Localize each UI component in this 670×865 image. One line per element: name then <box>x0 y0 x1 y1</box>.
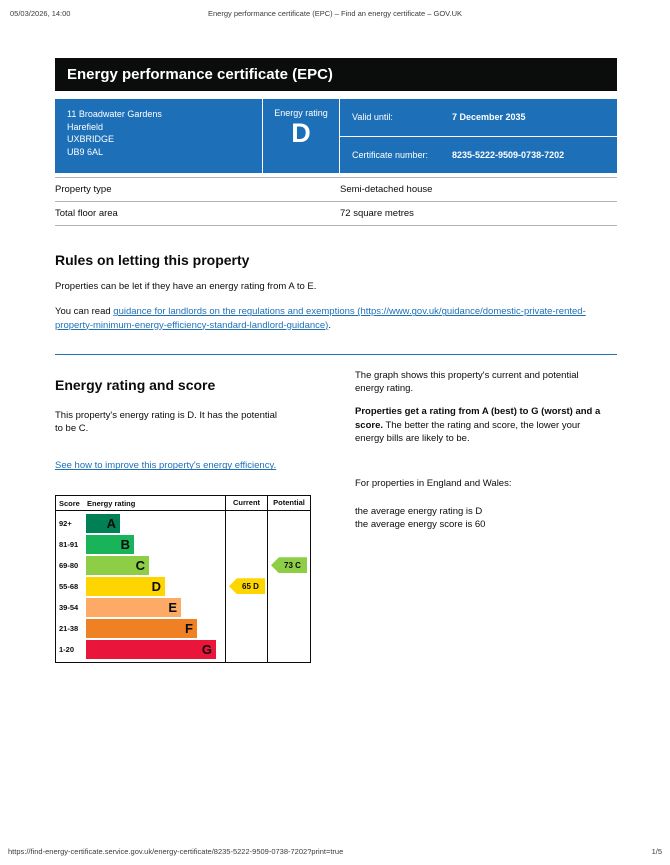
address-line: UXBRIDGE <box>67 134 115 145</box>
print-header: 05/03/2026, 14:00 Energy performance cer… <box>0 9 670 18</box>
band-letter: D <box>151 578 161 594</box>
band-bar: D <box>86 576 165 596</box>
row-label: Property type <box>55 184 112 195</box>
potential-column: 73 C <box>267 510 310 662</box>
certificate-number-label: Certificate number: <box>352 149 429 160</box>
property-details-table: Property type Semi-detached house Total … <box>55 177 617 226</box>
page-indicator: 1/5 <box>651 847 662 856</box>
band-score: 55-68 <box>59 581 79 591</box>
page-title: Energy performance certificate (EPC) <box>67 66 333 83</box>
table-row: Total floor area 72 square metres <box>55 201 617 226</box>
band-row: 81-91 B <box>56 534 225 555</box>
valid-until-label: Valid until: <box>352 112 393 123</box>
potential-column-header: Potential <box>267 495 310 510</box>
averages-text: the average energy rating is D the avera… <box>355 505 605 532</box>
guidance-text-prefix: You can read <box>55 306 114 318</box>
improve-efficiency-link[interactable]: See how to improve this property's energ… <box>55 460 277 472</box>
print-footer: https://find-energy-certificate.service.… <box>0 847 670 856</box>
valid-until-value: 7 December 2035 <box>452 112 526 123</box>
band-letter: B <box>120 536 130 552</box>
potential-marker: 73 C <box>271 557 307 574</box>
energy-rating-label: Energy rating <box>274 108 328 118</box>
average-score-text: the average energy score is 60 <box>355 518 486 530</box>
row-label: Total floor area <box>55 208 118 219</box>
potential-marker-label: 73 C <box>284 560 301 570</box>
energy-rating-box: Energy rating D <box>262 99 340 173</box>
band-row: 69-80 C <box>56 555 225 576</box>
band-bar: F <box>86 618 197 638</box>
current-marker: 65 D <box>229 578 265 595</box>
table-row: Property type Semi-detached house <box>55 177 617 201</box>
averages-intro-text: For properties in England and Wales: <box>355 478 512 490</box>
band-letter: E <box>168 599 177 615</box>
rating-section-left: Energy rating and score This property's … <box>55 369 355 663</box>
band-score: 21-38 <box>59 623 79 633</box>
epc-banner: Energy performance certificate (EPC) <box>55 58 617 91</box>
band-row: 21-38 F <box>56 618 225 639</box>
row-value: Semi-detached house <box>340 184 433 195</box>
chart-body: 92+ A 81-91 B 69-80 C <box>56 510 310 662</box>
summary-card: 11 Broadwater Gardens Harefield UXBRIDGE… <box>55 99 617 173</box>
property-address: 11 Broadwater Gardens Harefield UXBRIDGE… <box>55 99 262 173</box>
row-value: 72 square metres <box>340 208 414 219</box>
band-row: 92+ A <box>56 513 225 534</box>
band-score: 69-80 <box>59 560 79 570</box>
print-doc-title: Energy performance certificate (EPC) – F… <box>207 9 462 18</box>
rating-explainer-text: Properties get a rating from A (best) to… <box>355 405 605 445</box>
letting-rules-heading: Rules on letting this property <box>55 252 250 268</box>
address-line: 11 Broadwater Gardens <box>67 109 162 119</box>
valid-until-row: Valid until: 7 December 2035 <box>340 99 617 136</box>
address-line: Harefield <box>67 121 104 132</box>
certificate-number-value: 8235-5222-9509-0738-7202 <box>452 149 565 160</box>
band-score: 81-91 <box>59 539 79 549</box>
band-bar: B <box>86 534 134 554</box>
footer-url: https://find-energy-certificate.service.… <box>8 847 344 856</box>
rating-bands: 92+ A 81-91 B 69-80 C <box>56 511 225 662</box>
rating-section-right: The graph shows this property's current … <box>355 369 605 663</box>
guidance-text-suffix: . <box>328 319 331 331</box>
rating-section: Energy rating and score This property's … <box>55 369 617 663</box>
graph-intro-text: The graph shows this property's current … <box>355 369 579 395</box>
current-column-header: Current <box>225 495 267 510</box>
average-rating-text: the average energy rating is D <box>355 505 483 517</box>
current-marker-label: 65 D <box>242 581 259 591</box>
explainer-bold: Properties get a rating from A (best) to… <box>355 406 601 431</box>
band-letter: C <box>135 557 145 573</box>
certificate-content: Energy performance certificate (EPC) 11 … <box>55 58 617 663</box>
band-bar: E <box>86 597 181 617</box>
band-row: 55-68 D <box>56 576 225 597</box>
band-row: 1-20 G <box>56 639 225 660</box>
band-bar: A <box>86 513 120 533</box>
letting-guidance-text: You can read guidance for landlords on t… <box>55 305 617 332</box>
band-letter: A <box>106 515 116 531</box>
explainer-rest: The better the rating and score, the low… <box>355 419 581 445</box>
current-column: 65 D <box>225 510 267 662</box>
rating-column-header: Energy rating <box>87 498 136 508</box>
band-letter: G <box>201 641 212 657</box>
rating-summary-text: This property's energy rating is D. It h… <box>55 409 278 435</box>
energy-rating-value: D <box>291 118 311 148</box>
band-score: 1-20 <box>59 644 75 654</box>
letting-rules-text: Properties can be let if they have an en… <box>55 281 317 292</box>
address-line: UB9 6AL <box>67 146 104 157</box>
score-column-header: Score <box>59 498 80 508</box>
chart-header: Score Energy rating Current Potential <box>56 495 310 511</box>
certificate-number-row: Certificate number: 8235-5222-9509-0738-… <box>340 135 617 174</box>
band-row: 39-54 E <box>56 597 225 618</box>
band-bar: G <box>86 639 216 659</box>
epc-chart: Score Energy rating Current Potential 92… <box>55 494 311 663</box>
band-bar: C <box>86 555 149 575</box>
section-divider <box>55 353 617 355</box>
certificate-meta: Valid until: 7 December 2035 Certificate… <box>340 99 617 173</box>
band-letter: F <box>185 620 193 636</box>
landlord-guidance-link[interactable]: guidance for landlords on the regulation… <box>55 306 586 331</box>
rating-score-heading: Energy rating and score <box>55 376 216 393</box>
band-score: 92+ <box>59 518 72 528</box>
print-datetime: 05/03/2026, 14:00 <box>10 9 71 18</box>
band-score: 39-54 <box>59 602 79 612</box>
improve-link-wrapper: See how to improve this property's energ… <box>55 459 280 472</box>
